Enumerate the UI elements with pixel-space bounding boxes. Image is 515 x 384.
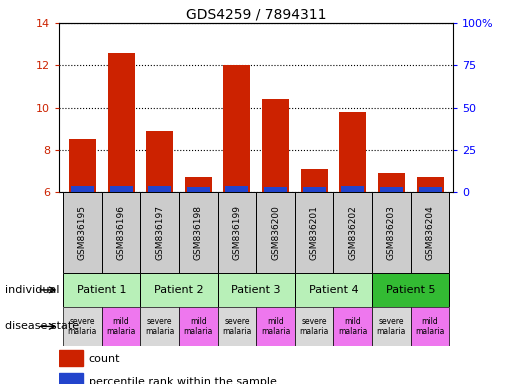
Bar: [372, 273, 449, 307]
Bar: [185, 177, 212, 192]
Bar: [217, 307, 256, 346]
Text: severe
malaria: severe malaria: [299, 317, 329, 336]
Text: severe
malaria: severe malaria: [222, 317, 252, 336]
Bar: [226, 186, 248, 192]
Text: GSM836204: GSM836204: [425, 205, 435, 260]
Text: mild
malaria: mild malaria: [261, 317, 290, 336]
Bar: [217, 273, 295, 307]
Text: GSM836198: GSM836198: [194, 205, 203, 260]
Text: count: count: [89, 354, 121, 364]
Text: GSM836197: GSM836197: [155, 205, 164, 260]
Bar: [372, 192, 410, 273]
Bar: [295, 192, 334, 273]
Text: individual: individual: [5, 285, 60, 295]
Bar: [341, 186, 364, 192]
Bar: [140, 192, 179, 273]
Bar: [69, 139, 96, 192]
Bar: [71, 186, 94, 192]
Bar: [295, 273, 372, 307]
Bar: [224, 65, 250, 192]
Bar: [148, 186, 171, 192]
Text: severe
malaria: severe malaria: [145, 317, 175, 336]
Text: Patient 5: Patient 5: [386, 285, 436, 295]
Text: percentile rank within the sample: percentile rank within the sample: [89, 377, 277, 384]
Bar: [63, 192, 102, 273]
Bar: [417, 177, 443, 192]
Bar: [262, 99, 289, 192]
Text: GSM836196: GSM836196: [116, 205, 126, 260]
Text: GSM836200: GSM836200: [271, 205, 280, 260]
Bar: [59, 350, 83, 366]
Bar: [301, 169, 328, 192]
Bar: [295, 307, 334, 346]
Bar: [110, 186, 132, 192]
Text: mild
malaria: mild malaria: [183, 317, 213, 336]
Bar: [256, 307, 295, 346]
Bar: [419, 187, 441, 192]
Text: GSM836199: GSM836199: [232, 205, 242, 260]
Text: severe
malaria: severe malaria: [376, 317, 406, 336]
Text: GSM836201: GSM836201: [310, 205, 319, 260]
Bar: [140, 307, 179, 346]
Text: Patient 2: Patient 2: [154, 285, 204, 295]
Bar: [410, 307, 449, 346]
Bar: [378, 173, 405, 192]
Text: severe
malaria: severe malaria: [67, 317, 97, 336]
Bar: [146, 131, 173, 192]
Text: GSM836202: GSM836202: [348, 205, 357, 260]
Title: GDS4259 / 7894311: GDS4259 / 7894311: [186, 8, 327, 22]
Text: mild
malaria: mild malaria: [338, 317, 368, 336]
Bar: [334, 307, 372, 346]
Bar: [187, 187, 210, 192]
Bar: [179, 192, 217, 273]
Bar: [59, 373, 83, 384]
Text: Patient 1: Patient 1: [77, 285, 127, 295]
Bar: [63, 307, 102, 346]
Bar: [217, 192, 256, 273]
Text: disease state: disease state: [5, 321, 79, 331]
Bar: [264, 187, 287, 192]
Text: GSM836195: GSM836195: [78, 205, 87, 260]
Bar: [63, 273, 140, 307]
Bar: [380, 187, 403, 192]
Bar: [339, 112, 366, 192]
Bar: [179, 307, 217, 346]
Text: Patient 4: Patient 4: [308, 285, 358, 295]
Text: GSM836203: GSM836203: [387, 205, 396, 260]
Text: mild
malaria: mild malaria: [415, 317, 445, 336]
Bar: [108, 53, 134, 192]
Bar: [372, 307, 410, 346]
Bar: [102, 307, 140, 346]
Bar: [334, 192, 372, 273]
Text: mild
malaria: mild malaria: [106, 317, 136, 336]
Bar: [102, 192, 140, 273]
Bar: [256, 192, 295, 273]
Text: Patient 3: Patient 3: [231, 285, 281, 295]
Bar: [410, 192, 449, 273]
Bar: [303, 187, 325, 192]
Bar: [140, 273, 217, 307]
